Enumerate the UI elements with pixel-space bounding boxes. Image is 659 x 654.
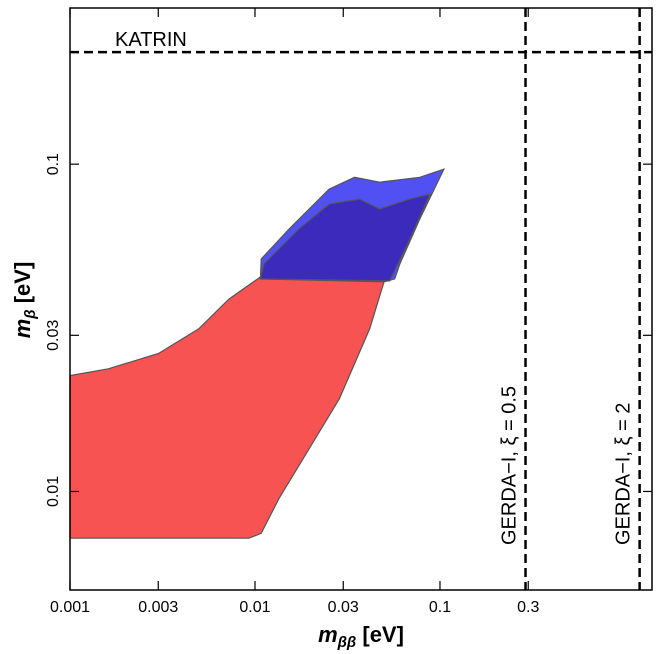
x-axis-label: mββ [eV] [318, 622, 404, 651]
reference-label: GERDA−I, ξ = 2 [613, 403, 635, 545]
reference-label: KATRIN [115, 29, 187, 51]
x-tick-label: 0.1 [429, 599, 451, 616]
reference-label: GERDA−I, ξ = 0.5 [499, 386, 521, 545]
y-tick-label: 0.1 [45, 153, 62, 175]
y-tick-label: 0.03 [45, 320, 62, 351]
x-tick-label: 0.003 [138, 599, 178, 616]
region [69, 276, 386, 539]
x-tick-label: 0.3 [517, 599, 539, 616]
x-tick-label: 0.01 [239, 599, 270, 616]
x-tick-label: 0.001 [50, 599, 90, 616]
region [259, 193, 432, 282]
y-tick-label: 0.01 [45, 476, 62, 507]
x-tick-label: 0.03 [328, 599, 359, 616]
y-axis-label: mβ [eV] [10, 262, 39, 339]
plot-frame [69, 7, 653, 591]
